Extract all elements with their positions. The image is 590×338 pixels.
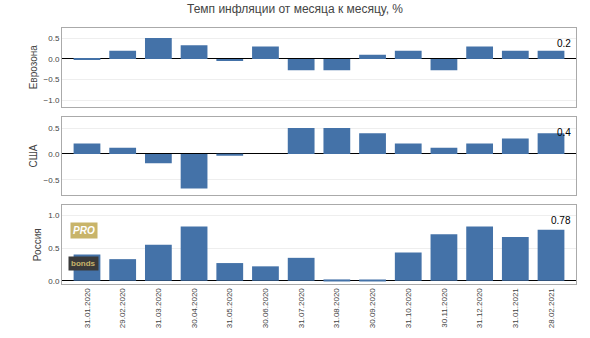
svg-text:−1.0: −1.0 <box>44 96 60 105</box>
svg-text:31.12.2020: 31.12.2020 <box>475 288 484 329</box>
svg-text:0.4: 0.4 <box>557 127 571 138</box>
svg-text:0.0: 0.0 <box>48 55 60 64</box>
svg-text:31.08.2020: 31.08.2020 <box>332 288 341 329</box>
svg-text:0.2: 0.2 <box>557 38 571 49</box>
svg-text:30.09.2020: 30.09.2020 <box>368 288 377 329</box>
svg-text:0.0: 0.0 <box>48 277 60 286</box>
svg-text:bonds: bonds <box>71 259 96 268</box>
svg-text:−0.5: −0.5 <box>44 75 60 84</box>
svg-text:29.02.2020: 29.02.2020 <box>118 288 127 329</box>
svg-text:30.11.2020: 30.11.2020 <box>440 288 449 328</box>
svg-text:PRO: PRO <box>73 225 95 236</box>
svg-text:31.03.2020: 31.03.2020 <box>154 288 163 329</box>
svg-text:30.06.2020: 30.06.2020 <box>261 288 270 329</box>
svg-text:Еврозона: Еврозона <box>28 45 39 90</box>
svg-text:Темп инфляции от месяца к меся: Темп инфляции от месяца к месяцу, % <box>187 2 403 16</box>
svg-text:США: США <box>28 144 39 167</box>
svg-text:−0.5: −0.5 <box>44 176 60 185</box>
svg-text:0.5: 0.5 <box>48 34 60 43</box>
svg-text:31.01.2021: 31.01.2021 <box>511 288 520 329</box>
svg-text:28.02.2021: 28.02.2021 <box>547 288 556 329</box>
svg-text:31.01.2020: 31.01.2020 <box>83 288 92 329</box>
svg-text:31.07.2020: 31.07.2020 <box>297 288 306 329</box>
svg-text:1.0: 1.0 <box>48 211 60 220</box>
svg-text:0.0: 0.0 <box>48 150 60 159</box>
svg-text:0.5: 0.5 <box>48 244 60 253</box>
svg-text:0.5: 0.5 <box>48 124 60 133</box>
svg-text:30.04.2020: 30.04.2020 <box>190 288 199 329</box>
svg-text:31.10.2020: 31.10.2020 <box>404 288 413 329</box>
svg-text:Россия: Россия <box>32 228 43 261</box>
svg-text:0.78: 0.78 <box>551 215 571 226</box>
svg-text:31.05.2020: 31.05.2020 <box>225 288 234 329</box>
